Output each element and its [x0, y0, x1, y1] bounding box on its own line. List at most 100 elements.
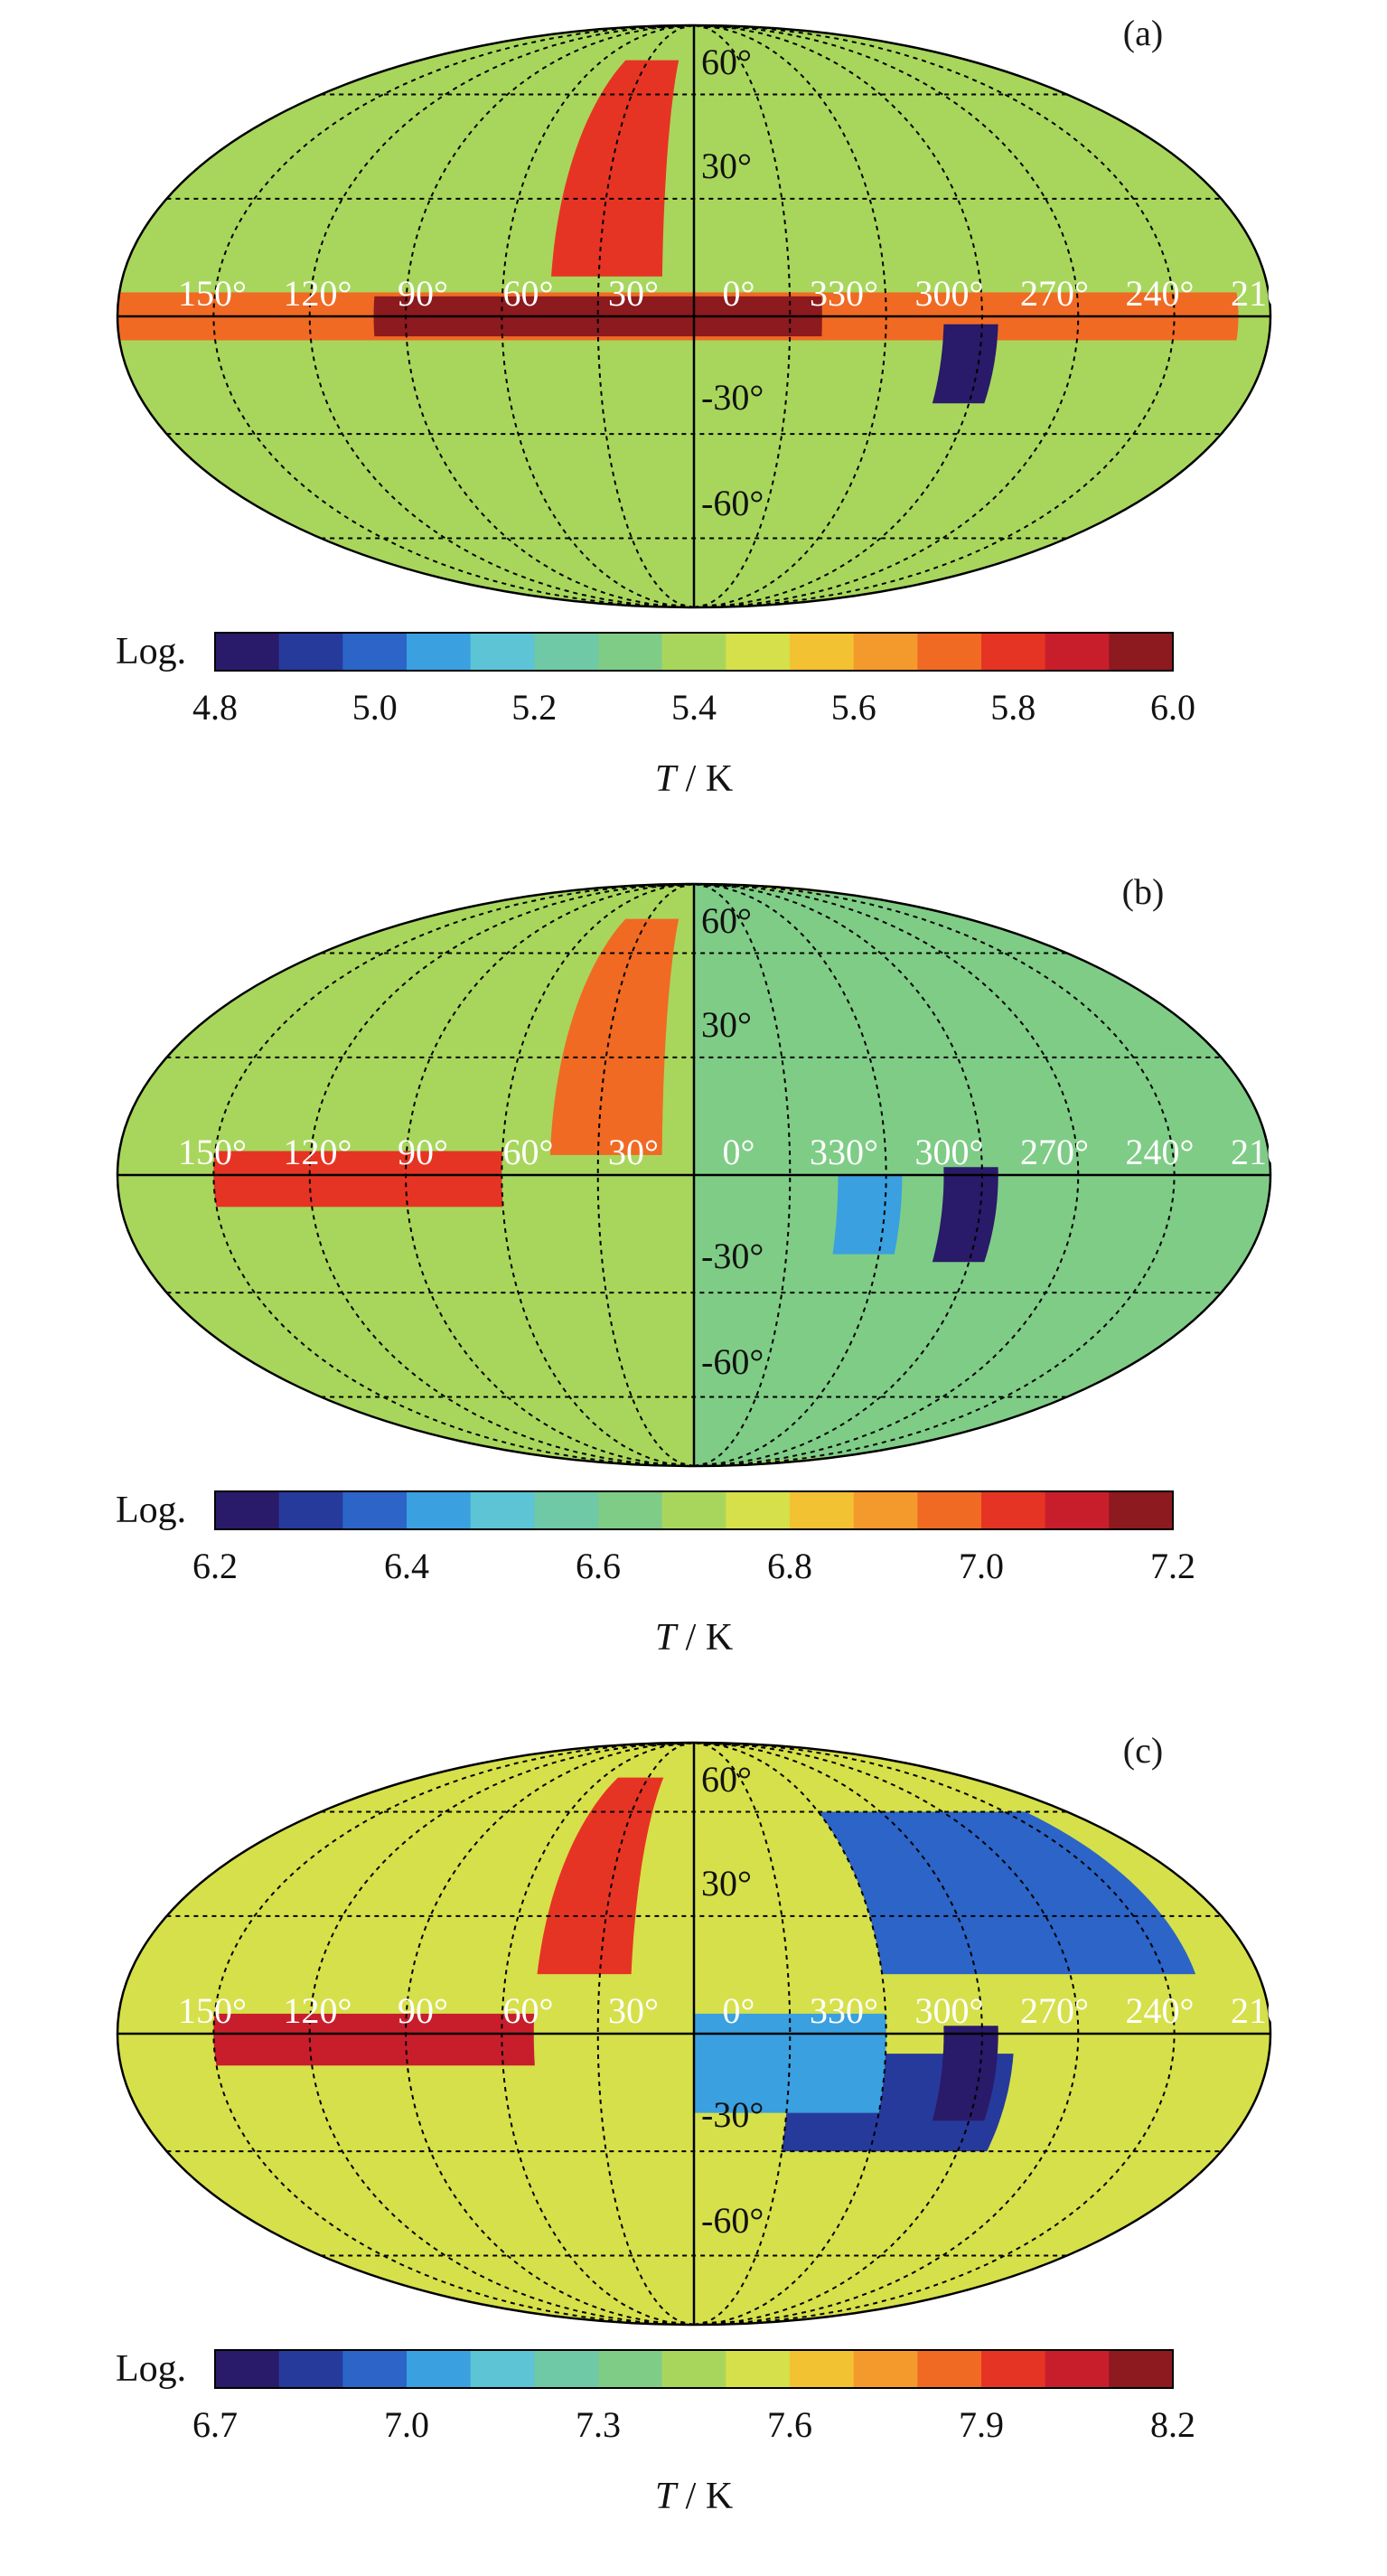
colorbar-tick-label: 5.0 — [352, 687, 398, 728]
colorbar-segment — [407, 2350, 472, 2388]
lat-tick-label: 30° — [701, 146, 752, 186]
colorbar-segment — [470, 633, 535, 671]
colorbar-frame — [214, 1490, 1174, 1530]
colorbar-segment — [534, 2350, 599, 2388]
lon-tick-label: 30° — [608, 1132, 659, 1172]
lon-tick-label: 330° — [810, 1990, 878, 2031]
colorbar-segment — [534, 1491, 599, 1529]
lon-tick-label: 30° — [608, 1990, 659, 2031]
colorbar-segment — [853, 1491, 918, 1529]
colorbar-segment — [215, 633, 280, 671]
colorbar-segment — [1109, 1491, 1174, 1529]
colorbar-tick-label: 7.0 — [959, 1546, 1004, 1586]
lon-tick-label: 150° — [178, 1990, 247, 2031]
map-region-north-polar-spur — [551, 60, 679, 277]
lon-tick-label: 300° — [915, 1132, 984, 1172]
colorbar-segment — [917, 2350, 982, 2388]
lon-tick-label: 330° — [810, 1132, 878, 1172]
panel-c: (c) 150° 120° 90° 60° 30° 0° 330° 300° 270° 240° 21… — [0, 1717, 1387, 2576]
lon-tick-label: 210° — [1231, 273, 1299, 314]
map-region-plane-knots — [213, 1151, 503, 1208]
colorbar-tick-label: 6.2 — [192, 1546, 238, 1586]
lon-tick-label: 0° — [723, 1132, 755, 1172]
colorbar-segment — [278, 2350, 343, 2388]
lon-tick-label: 210° — [1231, 1990, 1299, 2031]
lat-tick-label: -60° — [701, 483, 764, 523]
colorbar-segment — [726, 2350, 791, 2388]
colorbar-segment — [278, 1491, 343, 1529]
panel-b: (b) 150° 120° 90° 60° 30° 0° 330° 300° 270° 240° 21… — [0, 859, 1387, 1717]
map-region-plane-knots — [213, 2013, 535, 2066]
colorbar-segment — [215, 2350, 280, 2388]
lon-tick-label: 150° — [178, 1132, 247, 1172]
colorbar-prefix: Log. — [116, 2348, 186, 2390]
lon-tick-label: 90° — [398, 1132, 448, 1172]
map-region-cold-cloud — [932, 1167, 998, 1263]
colorbar-tick-label: 5.8 — [990, 687, 1036, 728]
map-outline — [116, 882, 1272, 1468]
colorbar-segment — [853, 2350, 918, 2388]
lon-tick-label: 90° — [398, 273, 448, 314]
map-region-cool-inner-region — [694, 2013, 886, 2113]
colorbar-segment — [407, 1491, 472, 1529]
colorbar-segment — [598, 2350, 663, 2388]
colorbar-tick-label: 8.2 — [1150, 2404, 1195, 2445]
colorbar-prefix: Log. — [116, 631, 186, 672]
colorbar-segment — [278, 633, 343, 671]
map-region-cold-northern-region — [818, 1811, 1196, 1975]
colorbar-segment — [1045, 2350, 1110, 2388]
colorbar — [214, 632, 1174, 672]
lat-tick-label: 30° — [701, 1004, 752, 1045]
colorbar-segment — [1045, 1491, 1110, 1529]
colorbar-tick-label: 7.2 — [1150, 1546, 1195, 1586]
colorbar-axis-label: T / K — [655, 2476, 733, 2517]
colorbar-segment — [726, 633, 791, 671]
lon-tick-label: 240° — [1126, 273, 1195, 314]
colorbar-segment — [407, 633, 472, 671]
colorbar-tick-label: 7.9 — [959, 2404, 1004, 2445]
colorbar-segment — [598, 1491, 663, 1529]
colorbar-tick-label: 5.4 — [671, 687, 717, 728]
colorbar-tick-label: 7.6 — [767, 2404, 812, 2445]
lon-tick-label: 60° — [503, 1132, 554, 1172]
colorbar-tick-label: 7.3 — [576, 2404, 621, 2445]
colorbar-segment — [661, 2350, 726, 2388]
lon-tick-label: 270° — [1020, 273, 1089, 314]
lon-tick-label: 330° — [810, 273, 878, 314]
lat-tick-label: -60° — [701, 2200, 764, 2241]
lon-tick-label: 240° — [1126, 1990, 1195, 2031]
colorbar-tick-label: 6.7 — [192, 2404, 238, 2445]
lon-tick-label: 0° — [723, 1990, 755, 2031]
lat-tick-label: 60° — [701, 42, 752, 82]
lat-tick-label: -30° — [701, 2094, 764, 2135]
colorbar-axis-label: T / K — [655, 1617, 733, 1659]
lon-tick-label: 240° — [1126, 1132, 1195, 1172]
lon-tick-label: 300° — [915, 273, 984, 314]
lat-tick-label: 60° — [701, 1759, 752, 1800]
lat-tick-label: -30° — [701, 1236, 764, 1276]
colorbar-prefix: Log. — [116, 1490, 186, 1531]
colorbar-tick-label: 7.0 — [384, 2404, 429, 2445]
colorbar-segment — [661, 1491, 726, 1529]
skymap-chart: (a) 150° 120° 90° 60° 30° 0° 330° 300° 270° 240° 21… — [116, 13, 1299, 800]
colorbar-segment — [790, 633, 855, 671]
colorbar-segment — [598, 633, 663, 671]
colorbar-segment — [981, 633, 1046, 671]
panel-label: (b) — [1122, 871, 1165, 912]
map-outline — [116, 24, 1272, 609]
colorbar-segment — [1109, 2350, 1174, 2388]
colorbar-segment — [726, 1491, 791, 1529]
skymap-chart: (b) 150° 120° 90° 60° 30° 0° 330° 300° 270° 240° 21… — [116, 871, 1299, 1659]
colorbar-frame — [214, 632, 1174, 672]
lat-tick-label: -30° — [701, 377, 764, 418]
colorbar-segment — [981, 1491, 1046, 1529]
colorbar-segment — [917, 633, 982, 671]
map-region-north-polar-spur — [537, 1777, 664, 1975]
lon-tick-label: 120° — [284, 1132, 352, 1172]
lon-tick-label: 270° — [1020, 1132, 1089, 1172]
colorbar-segment — [1109, 633, 1174, 671]
colorbar-segment — [342, 633, 408, 671]
lon-tick-label: 60° — [503, 1990, 554, 2031]
lon-tick-label: 270° — [1020, 1990, 1089, 2031]
